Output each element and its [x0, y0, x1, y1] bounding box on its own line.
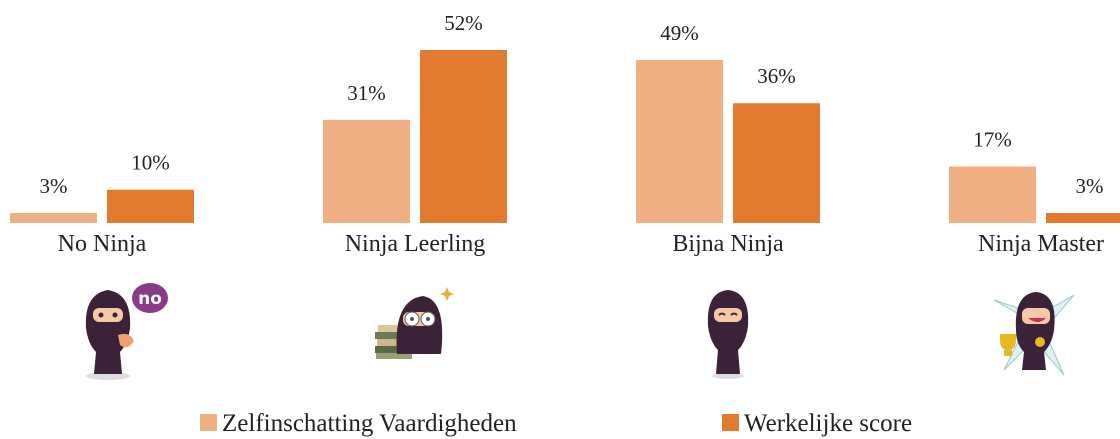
category-label: Ninja Leerling: [345, 231, 486, 257]
value-label: 17%: [973, 127, 1012, 151]
value-label: 3%: [40, 174, 68, 198]
ninja-icon: no: [85, 283, 168, 380]
svg-text:no: no: [138, 289, 162, 309]
ninja-icon: [707, 290, 749, 379]
ninja-icons: no: [85, 283, 1075, 380]
value-label: 10%: [131, 151, 170, 175]
category-label: Ninja Master: [978, 231, 1104, 257]
bar: [949, 166, 1036, 223]
category-label: No Ninja: [58, 231, 147, 257]
ninja-icon: [375, 287, 454, 359]
bar: [107, 189, 194, 223]
bar: [323, 119, 410, 223]
legend-label: Werkelijke score: [744, 410, 912, 437]
legend-label: Zelfinschatting Vaardigheden: [222, 410, 517, 437]
value-label: 49%: [660, 21, 699, 45]
bar: [733, 103, 820, 223]
ninja-icon: [993, 292, 1075, 376]
legend-swatch: [722, 414, 739, 431]
legend-swatch: [200, 414, 217, 431]
legend: Zelfinschatting Vaardigheden Werkelijke s…: [200, 410, 912, 437]
value-label: 36%: [757, 64, 796, 88]
value-label: 3%: [1076, 174, 1104, 198]
bar: [1046, 213, 1120, 223]
bar: [420, 50, 507, 223]
bar: [636, 59, 723, 223]
category-label: Bijna Ninja: [672, 231, 784, 257]
value-label: 52%: [444, 11, 483, 35]
value-label: 31%: [347, 81, 386, 105]
bar: [10, 213, 97, 223]
